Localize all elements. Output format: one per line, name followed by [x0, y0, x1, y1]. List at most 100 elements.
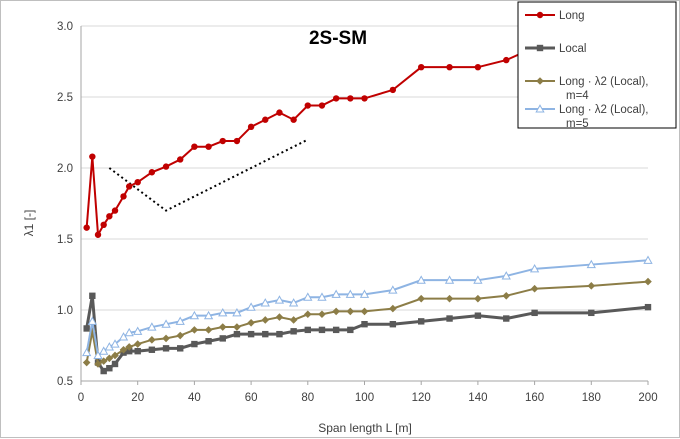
legend-label-triangle: Long · λ2 (Local), m=5 [559, 104, 649, 130]
legend-marker-circle [536, 11, 544, 19]
data-point-circle [276, 109, 283, 116]
data-point-circle [111, 207, 119, 214]
data-point-diamond [190, 326, 199, 334]
data-point-circle [120, 193, 127, 200]
data-point-circle [162, 163, 170, 170]
data-point-circle [262, 116, 269, 123]
data-point-triangle [260, 298, 270, 307]
data-point-circle [446, 63, 453, 71]
data-point-square [205, 338, 212, 345]
data-point-triangle [93, 350, 103, 359]
data-point-circle [503, 56, 510, 64]
data-point-triangle [99, 346, 109, 355]
data-point-triangle [303, 292, 313, 301]
data-point-square [418, 318, 425, 325]
data-point-triangle [110, 339, 120, 348]
data-point-diamond [125, 343, 133, 351]
data-point-diamond [275, 313, 284, 321]
data-point-triangle [359, 289, 370, 298]
data-point-square [361, 321, 368, 328]
data-point-square [347, 326, 354, 334]
legend-label-square: Local [559, 43, 587, 55]
data-point-triangle [473, 275, 483, 284]
data-point-triangle [288, 298, 299, 307]
series-line-triangle [85, 259, 649, 358]
data-point-square [503, 315, 510, 322]
data-point-circle [318, 102, 326, 109]
data-point-triangle [133, 326, 143, 335]
data-point-triangle [444, 275, 455, 284]
data-point-diamond [502, 292, 511, 300]
x-tick-label: 0 [78, 392, 84, 404]
data-point-square [148, 346, 156, 353]
data-point-diamond [94, 360, 102, 368]
legend-box [517, 1, 677, 129]
data-point-diamond [99, 357, 108, 365]
x-tick-label: 200 [638, 392, 657, 404]
data-point-square [219, 335, 226, 342]
x-tick-label: 80 [301, 392, 314, 404]
data-point-square [83, 325, 90, 332]
data-point-triangle [203, 310, 214, 320]
data-point-square [644, 303, 652, 311]
data-point-square [531, 309, 538, 317]
data-point-diamond [133, 340, 142, 348]
series-diamond [82, 277, 652, 368]
x-tick-label: 60 [245, 392, 258, 404]
data-point-circle [83, 224, 90, 231]
data-point-circle [233, 137, 241, 145]
y-tick-label: 2.5 [57, 92, 73, 104]
dotted-annotation-line [108, 138, 309, 212]
series-layer [82, 22, 653, 375]
data-point-square [318, 326, 326, 334]
series-line-square [85, 295, 649, 373]
y-tick-label: 3.0 [57, 21, 73, 33]
data-point-triangle [124, 327, 134, 337]
legend-marker-square [536, 44, 544, 52]
data-point-triangle [388, 285, 398, 294]
data-point-square [89, 292, 96, 299]
data-point-square [134, 347, 141, 355]
data-point-circle [361, 95, 368, 102]
data-point-diamond [389, 304, 397, 313]
data-point-square [100, 367, 107, 375]
data-point-triangle [218, 308, 228, 317]
data-point-square [474, 312, 482, 319]
data-point-circle [125, 183, 133, 190]
data-point-triangle [529, 263, 540, 273]
data-point-triangle [586, 259, 596, 269]
data-point-square [389, 321, 397, 328]
data-point-triangle [82, 347, 92, 357]
data-point-square [162, 345, 170, 352]
data-point-diamond [233, 323, 241, 331]
data-point-square [262, 330, 269, 338]
data-point-triangle [331, 289, 341, 298]
data-point-triangle [416, 275, 426, 284]
data-point-circle [418, 63, 425, 71]
legend-marker-diamond [536, 77, 544, 85]
data-point-diamond [204, 326, 213, 334]
data-point-triangle [501, 271, 511, 280]
data-point-circle [290, 116, 297, 123]
data-point-square [191, 340, 198, 348]
x-tick-label: 140 [468, 392, 487, 404]
data-point-square [446, 315, 453, 322]
data-point-diamond [218, 323, 227, 331]
data-point-circle [134, 179, 141, 186]
data-point-circle [347, 95, 354, 102]
legend-marker-triangle [535, 104, 545, 113]
data-point-circle [389, 86, 397, 94]
data-point-diamond [360, 307, 369, 316]
data-point-triangle [147, 322, 157, 331]
data-point-square [111, 360, 119, 368]
data-point-diamond [148, 336, 156, 344]
data-point-square [177, 345, 184, 352]
data-point-triangle [189, 310, 200, 320]
data-point-triangle [232, 308, 242, 317]
data-point-diamond [346, 307, 355, 316]
data-point-circle [94, 231, 102, 238]
data-point-diamond [587, 282, 596, 290]
data-point-circle [191, 143, 198, 150]
